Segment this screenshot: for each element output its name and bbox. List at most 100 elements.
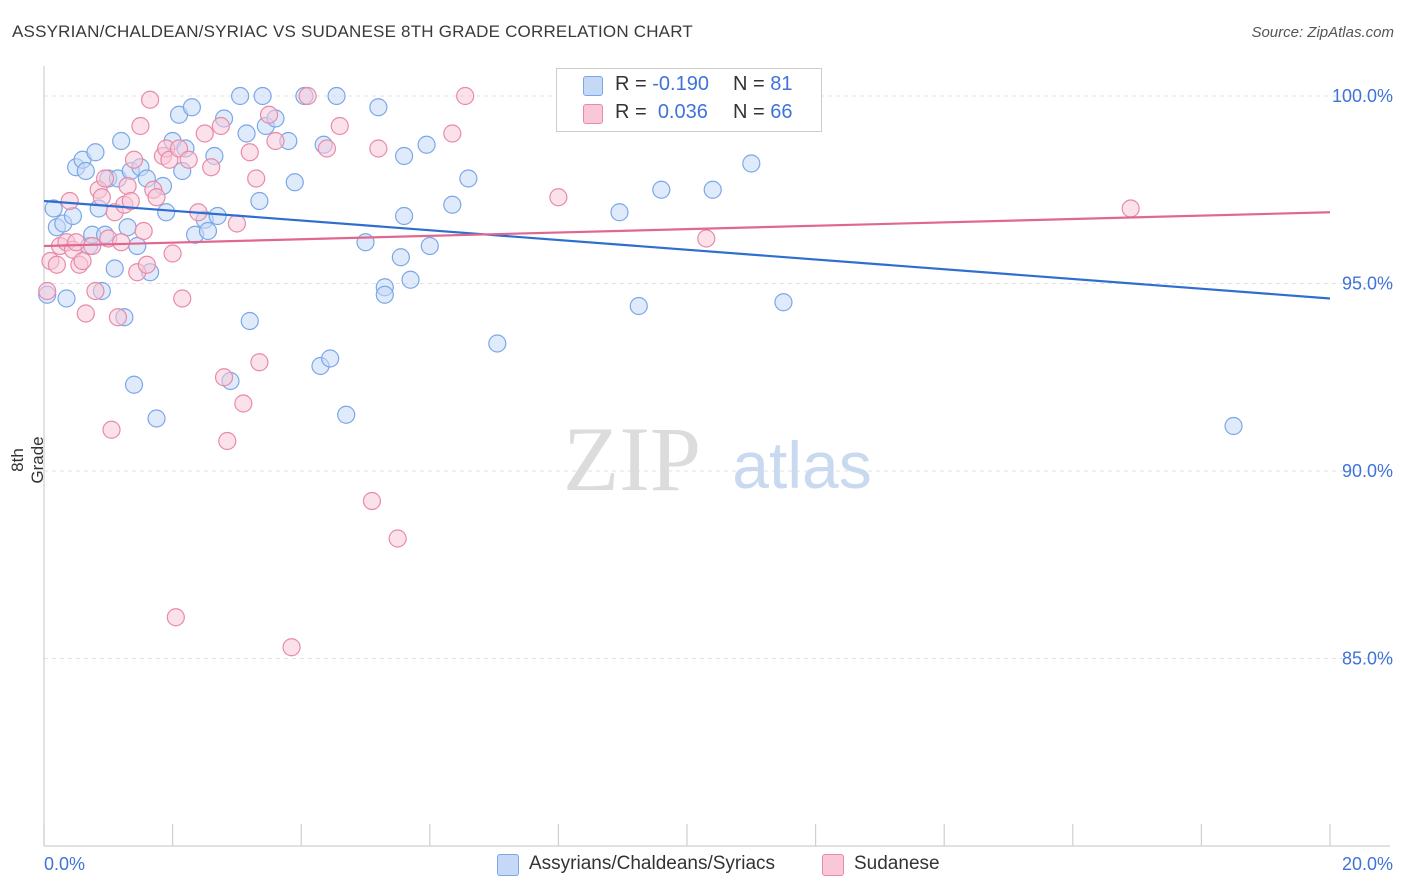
point-assyrians: [420, 236, 439, 256]
point-sudanese: [118, 176, 137, 196]
y-tick-label: 90.0%: [1342, 461, 1393, 481]
trend-lines: [43, 199, 1331, 300]
point-assyrians: [337, 405, 356, 424]
point-sudanese: [137, 255, 156, 274]
point-sudanese: [247, 169, 266, 188]
point-sudanese: [317, 139, 337, 158]
chart-source: Source: ZipAtlas.com: [1251, 24, 1394, 41]
watermark-zip: ZIP: [563, 408, 701, 510]
point-sudanese: [166, 608, 185, 627]
point-sudanese: [282, 638, 301, 657]
point-assyrians: [105, 259, 124, 278]
point-sudanese: [147, 188, 166, 207]
trend-line-sudanese: [43, 211, 1331, 248]
point-sudanese: [214, 368, 234, 387]
point-sudanese: [179, 150, 198, 169]
point-sudanese: [369, 139, 388, 158]
point-sudanese: [234, 394, 253, 413]
point-assyrians: [652, 180, 671, 199]
point-assyrians: [147, 409, 166, 428]
data-points: [38, 86, 1243, 657]
y-tick-label: 100.0%: [1332, 86, 1393, 106]
axes: [43, 66, 1390, 847]
point-sudanese: [76, 304, 95, 323]
point-assyrians: [459, 169, 478, 188]
point-sudanese: [195, 124, 214, 143]
legend-r-value-assyrians: -0.190: [652, 73, 709, 95]
point-sudanese: [108, 308, 128, 327]
point-assyrians: [443, 195, 462, 214]
bottom-legend-label-assyrians: Assyrians/Chaldeans/Syriacs: [529, 853, 776, 874]
point-sudanese: [112, 233, 131, 252]
point-assyrians: [63, 206, 83, 226]
point-sudanese: [211, 116, 230, 136]
point-sudanese: [388, 529, 407, 548]
legend-swatch-sudanese: [583, 104, 603, 124]
point-assyrians: [369, 98, 388, 117]
point-sudanese: [67, 233, 86, 252]
point-assyrians: [401, 270, 420, 289]
watermark-atlas: atlas: [732, 428, 871, 502]
point-sudanese: [140, 90, 160, 109]
point-sudanese: [362, 491, 382, 511]
legend-n-label: N =: [733, 101, 765, 123]
chart-title: ASSYRIAN/CHALDEAN/SYRIAC VS SUDANESE 8TH…: [12, 22, 693, 41]
point-sudanese: [456, 86, 475, 106]
point-assyrians: [610, 203, 629, 222]
point-sudanese: [549, 188, 568, 207]
grid-lines: [44, 95, 1390, 659]
point-assyrians: [182, 98, 201, 117]
point-sudanese: [60, 191, 79, 211]
point-assyrians: [124, 375, 144, 394]
bottom-legend-swatch-assyrians: [497, 854, 519, 876]
point-sudanese: [227, 214, 246, 233]
point-assyrians: [774, 293, 793, 312]
point-assyrians: [629, 296, 648, 316]
bottom-legend-label-sudanese: Sudanese: [854, 853, 940, 874]
legend-r-value-sudanese: 0.036: [657, 101, 708, 123]
point-assyrians: [394, 146, 414, 166]
point-assyrians: [417, 135, 436, 154]
point-sudanese: [163, 244, 182, 263]
point-sudanese: [443, 124, 462, 143]
point-assyrians: [198, 221, 218, 241]
point-assyrians: [321, 349, 340, 368]
point-assyrians: [231, 86, 250, 106]
point-sudanese: [102, 420, 121, 439]
point-sudanese: [202, 158, 221, 177]
point-sudanese: [92, 188, 111, 207]
point-assyrians: [285, 173, 304, 192]
tick-labels: 85.0% 90.0% 95.0% 100.0% 0.0% 20.0%: [44, 86, 1393, 874]
point-sudanese: [218, 431, 237, 451]
point-assyrians: [76, 161, 95, 181]
x-tick-label-max: 20.0%: [1342, 854, 1393, 874]
legend-n-label: N =: [733, 73, 765, 95]
point-sudanese: [124, 150, 144, 169]
point-sudanese: [95, 169, 115, 188]
point-assyrians: [240, 311, 259, 331]
x-tick-label-min: 0.0%: [44, 854, 85, 874]
point-sudanese: [330, 116, 349, 136]
y-tick-label: 95.0%: [1342, 274, 1393, 294]
point-assyrians: [742, 154, 761, 173]
point-sudanese: [250, 353, 269, 372]
point-assyrians: [57, 289, 76, 308]
trend-line-assyrians: [43, 199, 1331, 300]
legend-n-value-sudanese: 66: [770, 101, 793, 123]
point-sudanese: [697, 229, 716, 248]
point-assyrians: [250, 191, 269, 211]
point-sudanese: [266, 131, 285, 151]
point-assyrians: [394, 206, 414, 226]
point-assyrians: [327, 86, 346, 106]
point-assyrians: [237, 124, 256, 143]
point-assyrians: [375, 285, 394, 304]
point-sudanese: [83, 236, 102, 256]
point-assyrians: [703, 180, 722, 199]
y-tick-label: 85.0%: [1342, 649, 1393, 669]
bottom-legend-swatch-sudanese: [822, 854, 844, 876]
watermark: ZIP atlas: [563, 408, 872, 510]
stats-legend: R = -0.190 N = 81 R = 0.036 N = 66: [556, 68, 822, 132]
point-assyrians: [356, 233, 375, 252]
point-assyrians: [86, 143, 105, 162]
